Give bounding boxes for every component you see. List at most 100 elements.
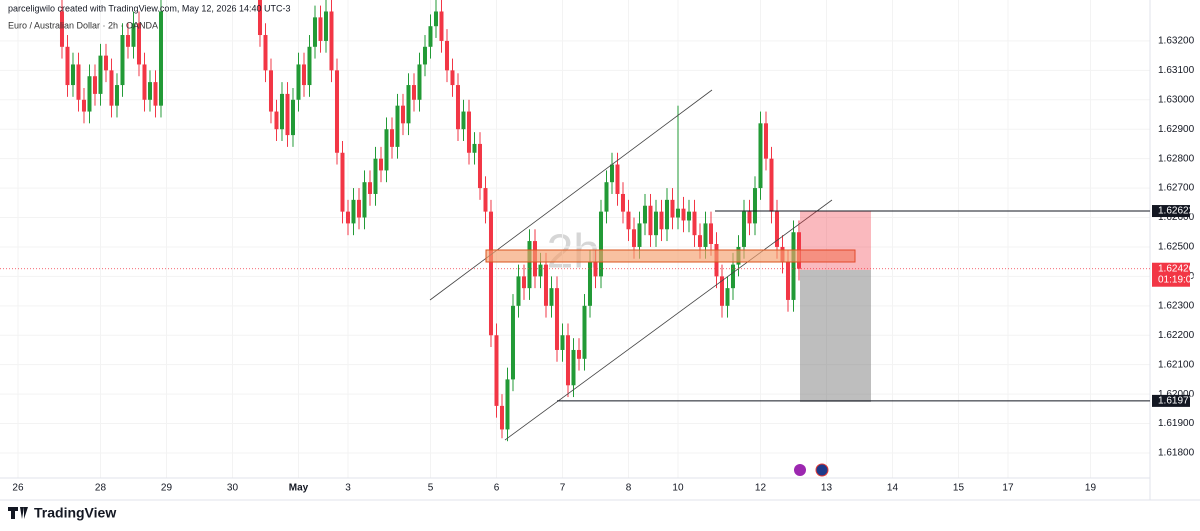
candle-body bbox=[81, 99, 86, 112]
candle-body bbox=[318, 17, 323, 41]
candle-body bbox=[725, 288, 730, 306]
candle-body bbox=[87, 76, 92, 112]
candle-body bbox=[268, 70, 273, 112]
channel-upper bbox=[429, 89, 713, 301]
candle-body bbox=[560, 335, 565, 350]
candle-body bbox=[576, 349, 581, 359]
candle-body bbox=[527, 241, 532, 289]
candle-body bbox=[538, 264, 543, 277]
candle-body bbox=[549, 288, 554, 306]
y-tick-label: 1.63000 bbox=[1158, 94, 1195, 105]
y-tick-label: 1.62800 bbox=[1158, 153, 1195, 164]
candle-body bbox=[791, 232, 796, 300]
candle-body bbox=[356, 199, 361, 218]
candle-body bbox=[708, 223, 713, 245]
candle-body bbox=[131, 23, 136, 47]
candle-body bbox=[653, 211, 658, 236]
candle-body bbox=[488, 211, 493, 336]
candle-body bbox=[615, 164, 620, 194]
event-icon[interactable] bbox=[794, 464, 806, 476]
flag-icon[interactable] bbox=[815, 463, 829, 477]
candle-body bbox=[263, 35, 268, 71]
level-label: 1.61977 bbox=[1158, 396, 1195, 407]
candle-body bbox=[510, 305, 515, 380]
last-price-box bbox=[1152, 262, 1190, 287]
countdown: 01:19:02 bbox=[1158, 274, 1197, 285]
x-tick-label: 14 bbox=[887, 483, 899, 494]
candle-body bbox=[631, 229, 636, 247]
candle-body bbox=[477, 143, 482, 189]
x-tick-label: 26 bbox=[12, 483, 24, 494]
y-tick-label: 1.62100 bbox=[1158, 359, 1195, 370]
candle-body bbox=[384, 129, 389, 171]
candle-body bbox=[774, 211, 779, 247]
zone bbox=[485, 249, 856, 263]
x-tick-label: 28 bbox=[95, 483, 107, 494]
level-label-box bbox=[1152, 394, 1190, 407]
candle-body bbox=[345, 211, 350, 224]
candle-body bbox=[648, 205, 653, 236]
candle-body bbox=[351, 199, 356, 224]
level-label-box bbox=[1152, 205, 1190, 218]
y-tick-label: 1.63100 bbox=[1158, 65, 1195, 76]
candle-body bbox=[312, 17, 317, 47]
x-tick-label: 3 bbox=[345, 483, 351, 494]
candle-body bbox=[411, 85, 416, 100]
candle-body bbox=[604, 182, 609, 212]
y-tick-label: 1.62700 bbox=[1158, 183, 1195, 194]
candle-body bbox=[752, 188, 757, 224]
candle-body bbox=[296, 64, 301, 100]
candle-body bbox=[362, 182, 367, 218]
candle-body bbox=[455, 85, 460, 130]
candle-body bbox=[301, 64, 306, 86]
candle-body bbox=[274, 111, 279, 130]
candle-body bbox=[565, 335, 570, 386]
x-tick-label: 6 bbox=[494, 483, 500, 494]
candle-body bbox=[114, 85, 119, 106]
candle-body bbox=[389, 129, 394, 147]
candle-body bbox=[664, 199, 669, 230]
candle-body bbox=[307, 46, 312, 86]
candle-body bbox=[626, 211, 631, 230]
channel-lower bbox=[504, 199, 833, 441]
candle-body bbox=[406, 85, 411, 124]
candle-body bbox=[483, 188, 488, 212]
candle-body bbox=[521, 276, 526, 289]
header: parceligwilo created with TradingView.co… bbox=[8, 3, 290, 13]
candle-body bbox=[334, 70, 339, 153]
candle-body bbox=[472, 143, 477, 153]
y-tick-label: 1.62300 bbox=[1158, 300, 1195, 311]
candle-body bbox=[697, 235, 702, 247]
y-tick-label: 1.62500 bbox=[1158, 242, 1195, 253]
candle-body bbox=[378, 158, 383, 171]
candle-body bbox=[340, 152, 345, 212]
candle-body bbox=[494, 335, 499, 406]
brand: TradingView bbox=[34, 505, 116, 521]
y-tick-label: 1.63200 bbox=[1158, 36, 1195, 47]
candle-body bbox=[543, 264, 548, 306]
candle-body bbox=[747, 211, 752, 224]
candle-body bbox=[92, 76, 97, 94]
candle-body bbox=[279, 93, 284, 130]
x-tick-label: 12 bbox=[755, 483, 767, 494]
candle-body bbox=[147, 82, 152, 100]
candle-body bbox=[285, 93, 290, 136]
candle-body bbox=[125, 35, 130, 47]
candle-body bbox=[675, 208, 680, 218]
stop-zone bbox=[800, 211, 871, 270]
y-tick-label: 1.62900 bbox=[1158, 124, 1195, 135]
candle-body bbox=[136, 23, 141, 65]
candle-body bbox=[76, 64, 81, 100]
x-tick-label: 17 bbox=[1002, 483, 1014, 494]
candle-body bbox=[692, 211, 697, 236]
candle-body bbox=[598, 211, 603, 277]
candle-body bbox=[153, 82, 158, 106]
candle-body bbox=[499, 405, 504, 430]
candle-body bbox=[785, 261, 790, 300]
candle-body bbox=[741, 211, 746, 247]
candle-body bbox=[670, 199, 675, 218]
candle-body bbox=[439, 11, 444, 41]
candle-body bbox=[659, 211, 664, 230]
candle-body bbox=[686, 211, 691, 221]
symbol-title: Euro / Australian Dollar · 2h · OANDA bbox=[8, 20, 158, 30]
